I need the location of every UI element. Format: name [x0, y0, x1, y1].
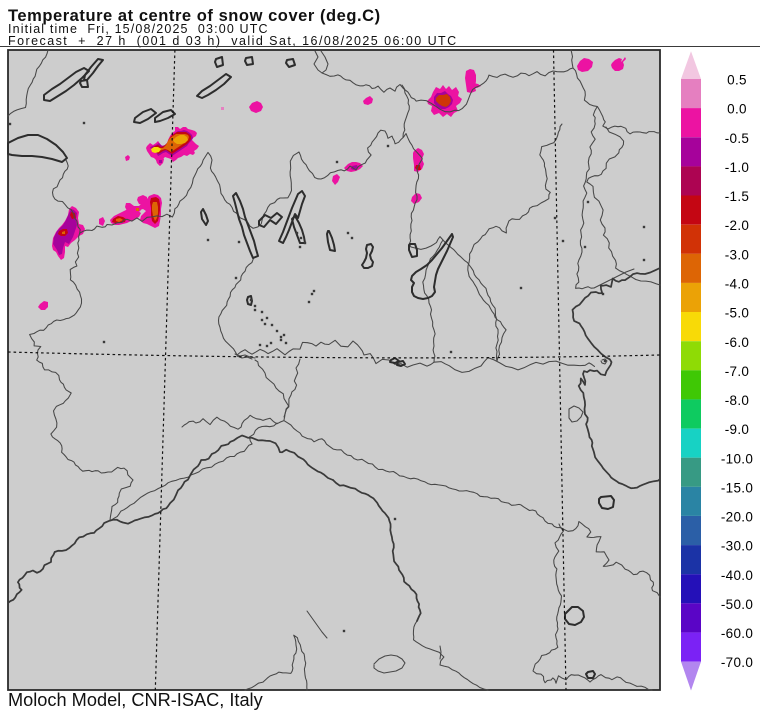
svg-text:-30.0: -30.0: [721, 539, 753, 554]
svg-text:-2.0: -2.0: [725, 218, 749, 233]
svg-text:-50.0: -50.0: [721, 597, 753, 612]
svg-text:-60.0: -60.0: [721, 626, 753, 641]
svg-text:-20.0: -20.0: [721, 510, 753, 525]
svg-text:-6.0: -6.0: [725, 335, 749, 350]
svg-text:-10.0: -10.0: [721, 451, 753, 466]
svg-text:0.5: 0.5: [727, 73, 747, 88]
svg-text:-8.0: -8.0: [725, 393, 749, 408]
svg-text:-4.0: -4.0: [725, 277, 749, 292]
svg-text:0.0: 0.0: [727, 102, 747, 117]
svg-text:-1.0: -1.0: [725, 160, 749, 175]
svg-text:-3.0: -3.0: [725, 247, 749, 262]
svg-text:-9.0: -9.0: [725, 422, 749, 437]
svg-text:-1.5: -1.5: [725, 189, 749, 204]
svg-text:-7.0: -7.0: [725, 364, 749, 379]
svg-text:-15.0: -15.0: [721, 480, 753, 495]
svg-text:-5.0: -5.0: [725, 306, 749, 321]
svg-text:-0.5: -0.5: [725, 131, 749, 146]
svg-text:-70.0: -70.0: [721, 655, 753, 670]
svg-text:-40.0: -40.0: [721, 568, 753, 583]
